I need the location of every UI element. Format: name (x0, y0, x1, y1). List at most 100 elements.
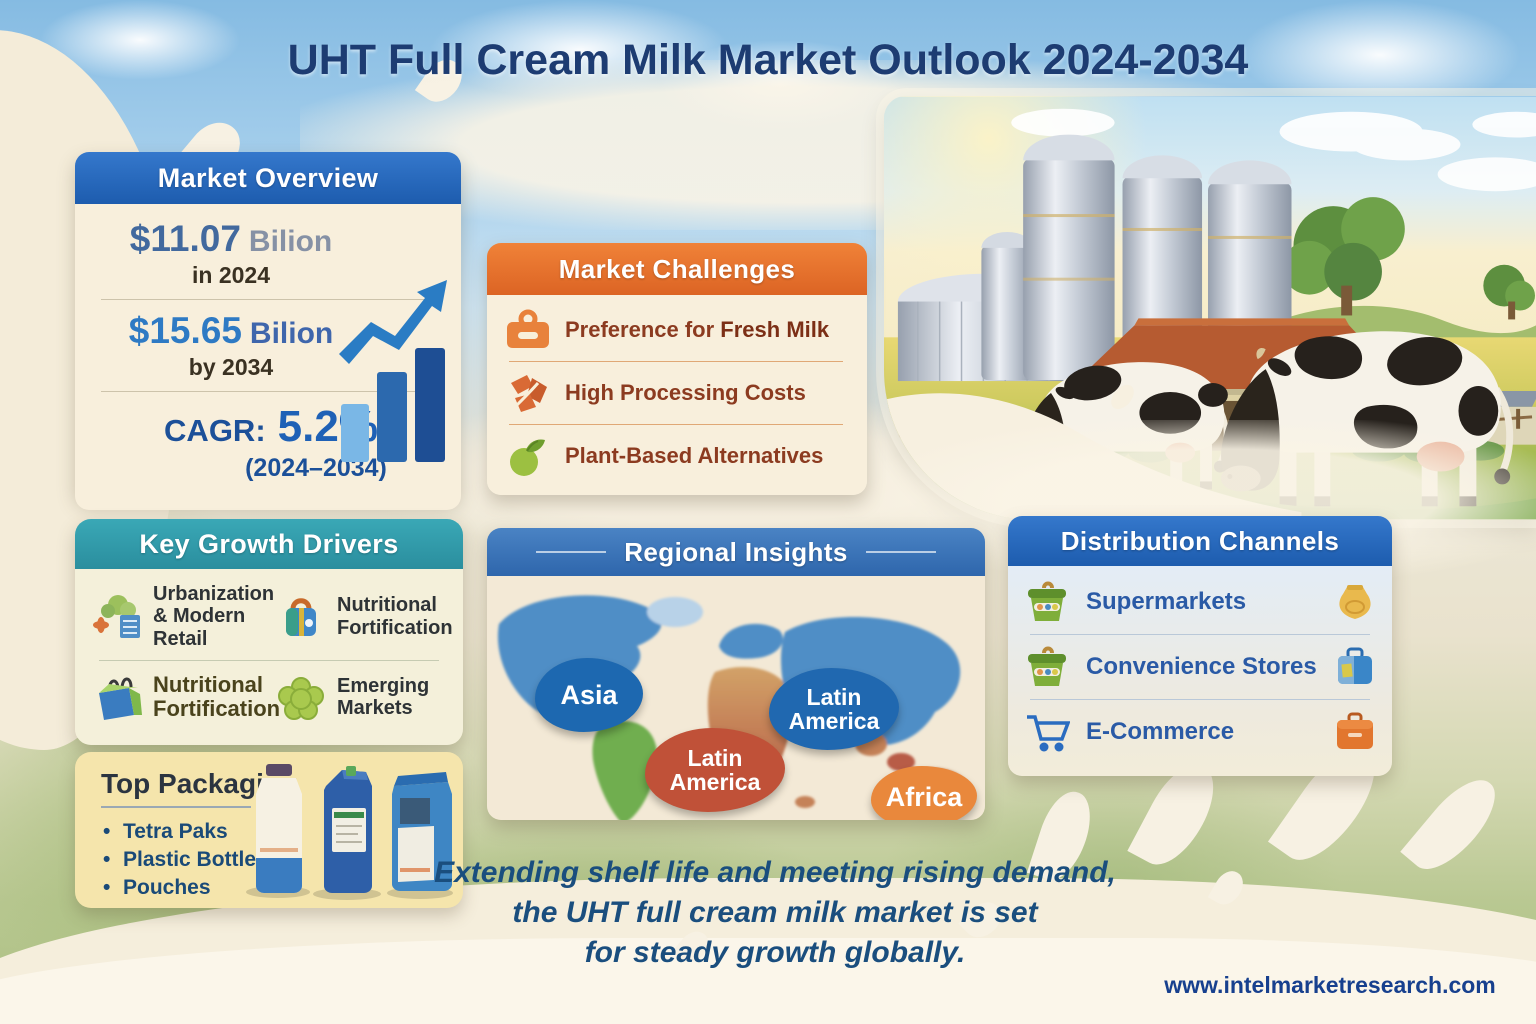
growth-chart-icon (339, 280, 447, 462)
regional-insights-title: Regional Insights (624, 536, 848, 567)
cart-icon (1027, 715, 1070, 752)
basket-icon (1028, 581, 1066, 621)
packaging-item: Tetra Paks (101, 818, 268, 846)
region-bubble-latin-america-red: Latin America (645, 728, 785, 812)
challenge-text: Plant-Based Alternatives (565, 443, 824, 468)
decorative-line (536, 551, 607, 553)
packaging-item: Plastic Bottles (101, 846, 268, 874)
page-title-rest: Market Outlook 2024-2034 (705, 36, 1249, 84)
world-map: Asia Latin America Latin America Africa (487, 576, 985, 820)
market-challenges-body: Preference for Fresh Milk High Processin… (487, 295, 867, 495)
channel-item: E-Commerce (1024, 700, 1376, 764)
key-growth-drivers-panel: Key Growth Drivers Urbanization & Modern… (75, 519, 463, 745)
tagline-line: the UHT full cream milk market is set (512, 895, 1038, 929)
key-growth-drivers-header: Key Growth Drivers (75, 519, 463, 569)
market-overview-header: Market Overview (75, 152, 461, 204)
regional-insights-header: Regional Insights (487, 528, 985, 576)
divider (101, 299, 431, 300)
farm-illustration (884, 96, 1536, 520)
region-label: Latin America (669, 744, 761, 795)
driver-item: Emerging Markets (273, 667, 449, 727)
packaging-illustrations (246, 764, 453, 900)
channel-text: E-Commerce (1086, 718, 1235, 745)
divider (101, 806, 251, 808)
channel-text: Supermarkets (1086, 588, 1247, 615)
channel-item: Supermarkets (1024, 570, 1376, 634)
top-packaging-list: Tetra Paks Plastic Bottles Pouches (101, 818, 268, 902)
market-challenges-header: Market Challenges (487, 243, 867, 295)
driver-item: Urbanization & Modern Retail (89, 579, 275, 654)
milk-wave-highlight (0, 938, 1536, 1024)
footer-tagline: Extending shelf life and meeting rising … (430, 853, 1120, 973)
driver-text: Urbanization & Modern Retail (153, 583, 275, 650)
market-challenges-panel: Market Challenges Preference for Fresh M… (487, 243, 867, 495)
decorative-line (865, 551, 936, 553)
grocery-bag-icon (99, 677, 142, 721)
regional-insights-panel: Regional Insights (487, 528, 985, 820)
stat-2024-unit: Bilion (248, 225, 333, 258)
tagline-line: for steady growth globally. (584, 935, 966, 969)
region-label: Asia (560, 679, 618, 710)
processing-arrows-icon (511, 375, 547, 412)
stat-2034-period: by 2034 (188, 354, 274, 380)
tagline-line: Extending shelf life and meeting rising … (434, 856, 1116, 889)
tetra-pak-art (392, 772, 452, 891)
stat-2024-period: in 2024 (192, 262, 270, 288)
orange-briefcase-icon (1337, 712, 1373, 749)
shopping-bag-icon (286, 597, 316, 636)
packaging-item: Pouches (101, 874, 268, 902)
region-label: Africa (885, 781, 963, 812)
emerging-markets-icon (278, 677, 324, 721)
market-overview-body: $11.07 Bilion in 2024 $15.65 Bilion by 203… (75, 204, 461, 510)
stat-2034: $15.65 Bilion by 2034 (91, 310, 371, 381)
top-packaging-panel: Top Packaging Tetra Paks Plastic Bottles… (75, 752, 463, 908)
challenge-text-normal: Preference for (565, 317, 721, 342)
driver-row: Nutritional Fortification Emerging Marke… (89, 667, 449, 727)
channel-item: Convenience Stores (1024, 635, 1376, 699)
challenge-item: Plant-Based Alternatives (505, 427, 847, 485)
distribution-channels-header: Distribution Channels (1008, 516, 1392, 566)
stat-2024-value: $11.07 (129, 218, 241, 259)
key-growth-drivers-body: Urbanization & Modern Retail Nutritional… (75, 569, 463, 745)
driver-item: Nutritional Fortification (89, 667, 280, 727)
plant-based-icon (510, 439, 545, 476)
challenge-item: High Processing Costs (505, 364, 847, 422)
basket-icon (1028, 646, 1066, 686)
trees (1282, 197, 1536, 320)
divider (99, 660, 439, 662)
cagr-label: CAGR: (164, 413, 266, 448)
blue-suitcase-icon (1338, 647, 1372, 684)
driver-text: Nutritional Fortification (153, 671, 281, 722)
divider (509, 361, 843, 362)
divider (509, 424, 843, 425)
stat-2034-value: $15.65 (128, 310, 242, 351)
channel-text: Convenience Stores (1086, 653, 1317, 680)
page-title-emphasis: UHT Full Cream Milk (287, 36, 706, 84)
distribution-channels-body: Supermarkets Convenience Stores (1008, 566, 1392, 776)
stat-2034-unit: Bilion (249, 317, 334, 350)
milk-can-icon (507, 309, 549, 348)
driver-row: Urbanization & Modern Retail Nutritional… (89, 579, 453, 654)
region-bubble-africa: Africa (871, 766, 977, 820)
market-overview-panel: Market Overview $11.07 Bilion in 2024 $15… (75, 152, 461, 510)
region-bubble-asia: Asia (535, 658, 643, 732)
region-label: Latin America (788, 683, 880, 734)
challenge-item: Preference for Fresh Milk (505, 301, 847, 359)
farm-scene-art (884, 96, 1536, 520)
page-title: UHT Full Cream Milk Market Outlook 2024-… (0, 36, 1536, 85)
yellow-bag-icon (1339, 585, 1371, 619)
uht-carton-art (324, 766, 372, 893)
driver-text: Emerging Markets (337, 674, 430, 720)
stat-2024: $11.07 Bilion in 2024 (91, 218, 371, 289)
challenge-text-bold: Fresh Milk (720, 317, 830, 342)
challenge-text: Preference for Fresh Milk (565, 317, 829, 343)
divider (101, 391, 431, 392)
driver-item: Nutritional Fortification (273, 579, 455, 654)
website-url: www.intelmarketresearch.com (1164, 972, 1496, 998)
divider (1030, 699, 1370, 700)
distribution-channels-panel: Distribution Channels Supermarkets (1008, 516, 1392, 776)
plastic-bottle-art (256, 764, 302, 893)
divider (1030, 634, 1370, 635)
region-bubble-latin-america-blue: Latin America (769, 668, 899, 750)
